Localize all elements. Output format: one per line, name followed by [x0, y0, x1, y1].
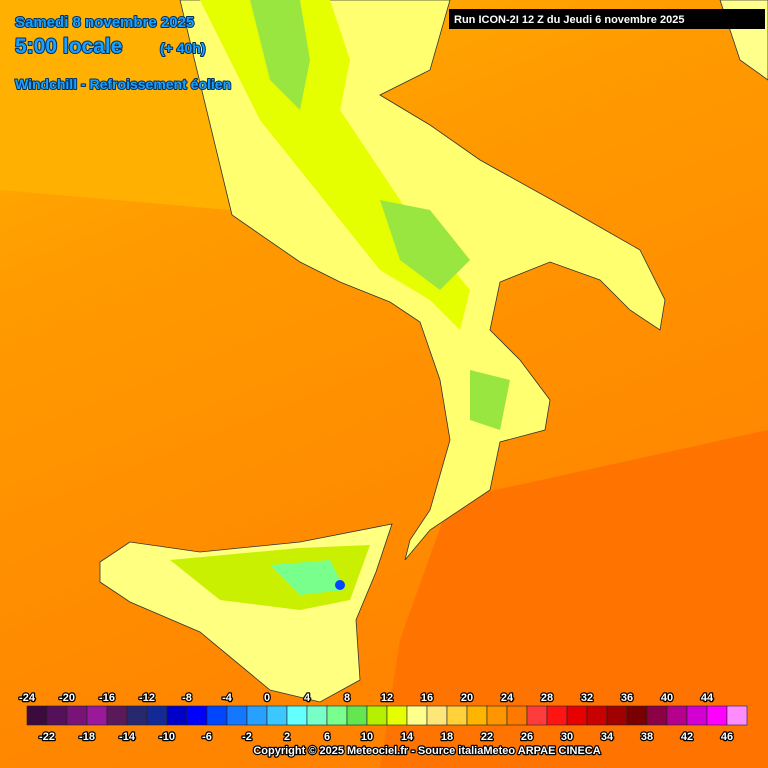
legend-swatch [566, 705, 588, 726]
legend-swatch [646, 705, 668, 726]
legend-label: 12 [381, 692, 393, 704]
legend-swatch [586, 705, 608, 726]
legend-label: -2 [242, 731, 252, 743]
legend-swatch [246, 705, 268, 726]
legend-label: -10 [159, 731, 175, 743]
legend-swatch [726, 705, 748, 726]
legend-label: 20 [461, 692, 473, 704]
legend-swatch [686, 705, 708, 726]
legend-swatch [366, 705, 388, 726]
legend-label: -22 [39, 731, 55, 743]
legend-label: -18 [79, 731, 95, 743]
legend-label: -20 [59, 692, 75, 704]
legend-label: 42 [681, 731, 693, 743]
legend-label: 38 [641, 731, 653, 743]
legend-swatch [66, 705, 88, 726]
legend: -24-22-20-18-16-14-12-10-8-6-4-202468101… [18, 691, 748, 744]
legend-swatch [166, 705, 188, 726]
legend-swatch [346, 705, 368, 726]
legend-label: -4 [222, 692, 233, 704]
legend-swatch [146, 705, 168, 726]
legend-label: 14 [401, 731, 414, 743]
legend-swatch [46, 705, 68, 726]
legend-label: -6 [202, 731, 212, 743]
legend-swatch [526, 705, 548, 726]
legend-label: -8 [182, 692, 192, 704]
legend-swatch [386, 705, 408, 726]
run-info: Run ICON-2I 12 Z du Jeudi 6 novembre 202… [454, 14, 684, 26]
legend-label: 32 [581, 692, 593, 704]
legend-swatch [106, 705, 128, 726]
legend-label: 18 [441, 731, 453, 743]
legend-label: 24 [501, 692, 514, 704]
legend-swatch [206, 705, 228, 726]
legend-swatch [306, 705, 328, 726]
legend-label: 26 [521, 731, 533, 743]
warm-sea [380, 430, 768, 768]
copyright: Copyright © 2025 Meteociel.fr - Source i… [253, 745, 600, 757]
highlands [250, 0, 510, 430]
etna [335, 580, 345, 590]
legend-label: 22 [481, 731, 493, 743]
legend-swatch [486, 705, 508, 726]
legend-label: 28 [541, 692, 553, 704]
legend-swatch [466, 705, 488, 726]
field: Windchill - Refroissement éolien [15, 76, 231, 92]
legend-label: 16 [421, 692, 433, 704]
legend-swatch [126, 705, 148, 726]
legend-swatch [666, 705, 688, 726]
legend-label: 0 [264, 692, 270, 704]
legend-swatch [506, 705, 528, 726]
legend-swatch [266, 705, 288, 726]
legend-swatch [226, 705, 248, 726]
legend-label: 40 [661, 692, 673, 704]
legend-label: 30 [561, 731, 573, 743]
legend-label: 34 [601, 731, 614, 743]
legend-swatch [626, 705, 648, 726]
legend-swatch [546, 705, 568, 726]
etna-area [270, 560, 345, 595]
legend-label: -14 [119, 731, 136, 743]
legend-swatch [406, 705, 428, 726]
legend-swatch [26, 705, 48, 726]
lead-time: (+ 40h) [160, 40, 206, 56]
date: Samedi 8 novembre 2025 [15, 14, 194, 31]
legend-label: -16 [99, 692, 115, 704]
legend-label: -24 [19, 692, 36, 704]
legend-swatch [446, 705, 468, 726]
legend-label: 8 [344, 692, 350, 704]
legend-label: -12 [139, 692, 155, 704]
run-box [449, 9, 765, 29]
legend-label: 6 [324, 731, 330, 743]
legend-label: 10 [361, 731, 373, 743]
north-sea [0, 0, 230, 210]
legend-swatch [326, 705, 348, 726]
legend-label: 4 [304, 692, 311, 704]
legend-label: 36 [621, 692, 633, 704]
legend-swatch [706, 705, 728, 726]
legend-label: 44 [701, 692, 714, 704]
legend-swatch [86, 705, 108, 726]
legend-swatch [426, 705, 448, 726]
legend-swatch [286, 705, 308, 726]
legend-swatch [186, 705, 208, 726]
legend-label: 2 [284, 731, 290, 743]
time: 5:00 locale [15, 35, 122, 58]
legend-label: 46 [721, 731, 733, 743]
legend-swatch [606, 705, 628, 726]
